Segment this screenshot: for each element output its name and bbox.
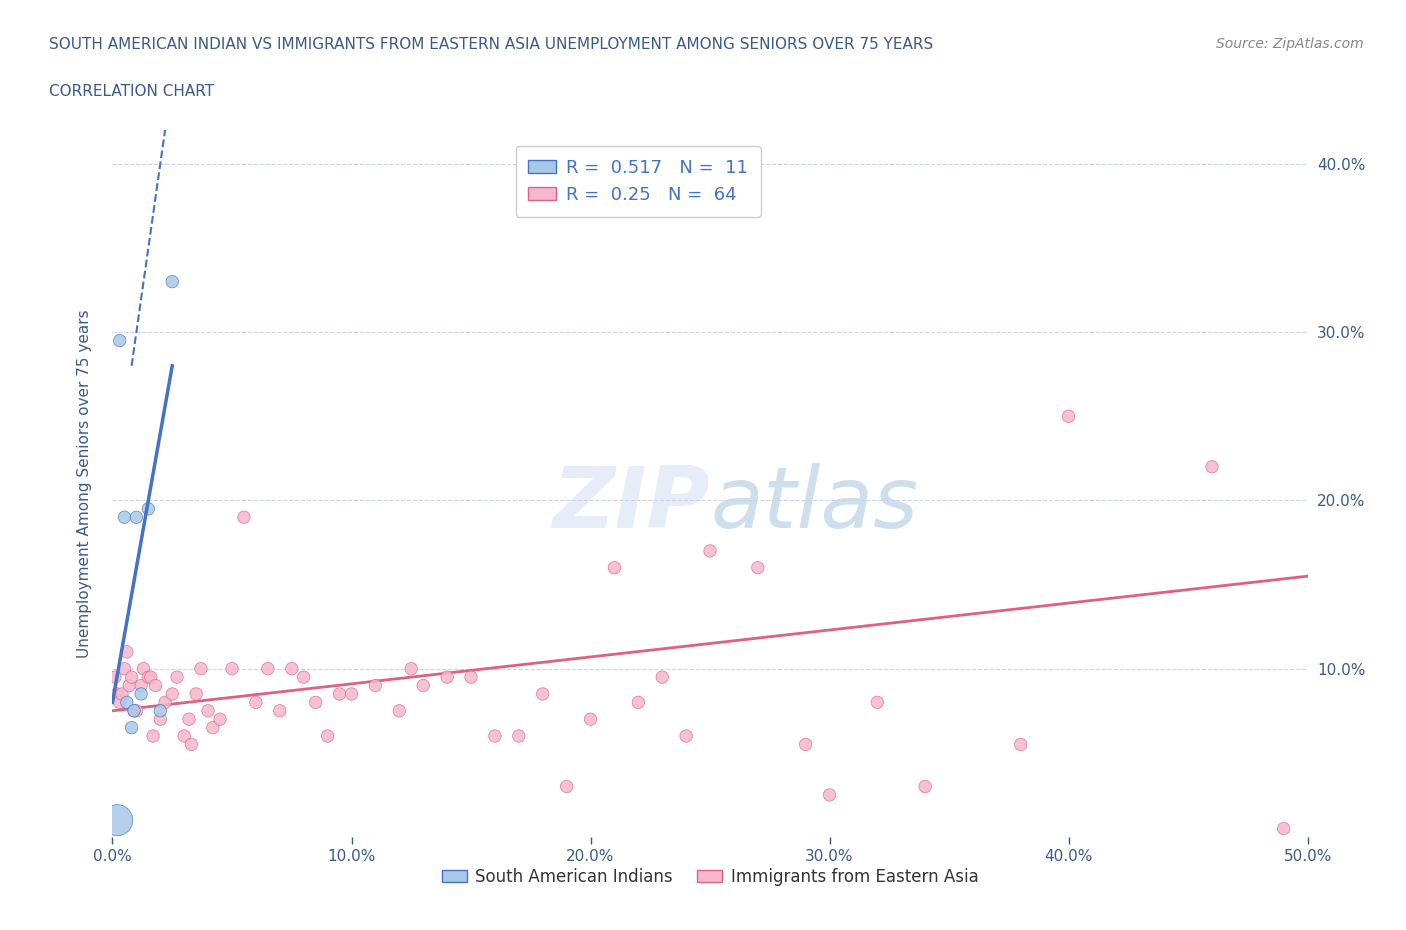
Point (138, 670, 160, 684)
Point (388, 703, 411, 718)
Point (460, 670, 482, 684)
Point (412, 678, 434, 693)
Text: SOUTH AMERICAN INDIAN VS IMMIGRANTS FROM EASTERN ASIA UNEMPLOYMENT AMONG SENIORS: SOUTH AMERICAN INDIAN VS IMMIGRANTS FROM… (49, 37, 934, 52)
Point (508, 728, 530, 743)
Point (794, 737, 817, 751)
Point (699, 543, 721, 558)
Point (129, 678, 152, 693)
Point (104, 670, 127, 684)
Point (114, 510, 135, 525)
Point (115, 695, 138, 710)
Point (1272, 821, 1295, 836)
Point (579, 711, 602, 726)
Point (190, 661, 212, 676)
Point (180, 737, 202, 751)
Text: atlas: atlas (710, 463, 918, 546)
Point (162, 686, 183, 701)
Point (603, 560, 626, 575)
Point (364, 678, 387, 693)
Point (177, 711, 200, 726)
Point (125, 703, 148, 718)
Point (1201, 459, 1223, 474)
Legend: South American Indians, Immigrants from Eastern Asia: South American Indians, Immigrants from … (434, 861, 986, 892)
Point (197, 703, 219, 718)
Point (292, 670, 315, 684)
Point (108, 333, 131, 348)
Point (531, 686, 554, 701)
Point (139, 670, 162, 684)
Point (329, 686, 352, 701)
Point (118, 678, 141, 693)
Point (627, 695, 650, 710)
Point (132, 661, 155, 676)
Point (340, 686, 363, 701)
Point (138, 501, 160, 516)
Point (145, 678, 167, 693)
Point (818, 788, 841, 803)
Text: CORRELATION CHART: CORRELATION CHART (49, 84, 214, 99)
Point (436, 670, 458, 684)
Point (1057, 409, 1080, 424)
Point (209, 711, 232, 726)
Point (162, 274, 183, 289)
Point (245, 695, 267, 710)
Point (257, 661, 280, 676)
Point (105, 686, 128, 701)
Point (555, 779, 578, 794)
Point (129, 686, 152, 701)
Text: Source: ZipAtlas.com: Source: ZipAtlas.com (1216, 37, 1364, 51)
Point (484, 728, 506, 743)
Point (186, 686, 208, 701)
Text: ZIP: ZIP (553, 463, 710, 546)
Point (747, 560, 769, 575)
Point (108, 695, 131, 710)
Point (125, 510, 148, 525)
Point (166, 670, 188, 684)
Point (281, 661, 304, 676)
Y-axis label: Unemployment Among Seniors over 75 years: Unemployment Among Seniors over 75 years (77, 310, 91, 658)
Point (121, 670, 143, 684)
Point (122, 703, 145, 718)
Point (269, 703, 291, 718)
Point (114, 661, 135, 676)
Point (305, 695, 328, 710)
Point (105, 813, 128, 828)
Point (675, 728, 697, 743)
Point (201, 720, 224, 735)
Point (122, 703, 145, 718)
Point (153, 695, 176, 710)
Point (866, 695, 889, 710)
Point (115, 644, 138, 659)
Point (233, 510, 256, 525)
Point (651, 670, 673, 684)
Point (173, 728, 195, 743)
Point (121, 720, 143, 735)
Point (316, 728, 339, 743)
Point (142, 728, 165, 743)
Point (221, 661, 243, 676)
Point (1010, 737, 1032, 751)
Point (149, 711, 172, 726)
Point (401, 661, 423, 676)
Point (914, 779, 936, 794)
Point (149, 703, 172, 718)
Point (111, 686, 134, 701)
